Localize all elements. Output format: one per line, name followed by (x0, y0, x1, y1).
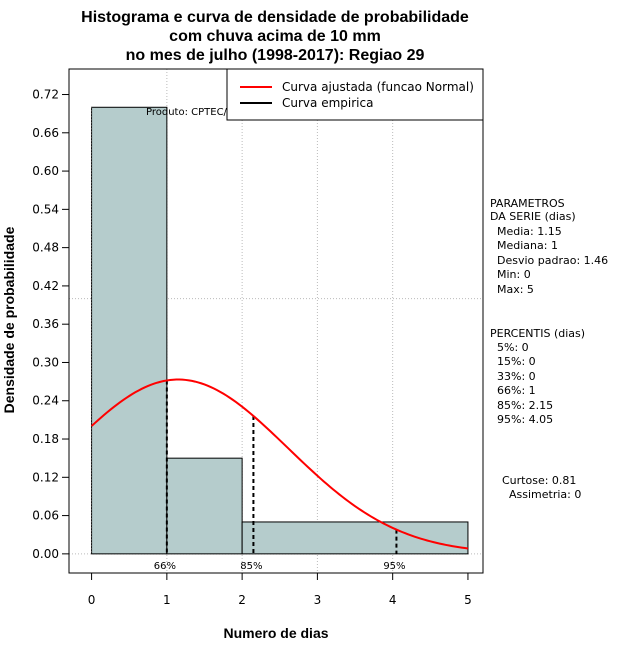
x-axis: 0 1 2 3 4 5 (88, 573, 472, 607)
legend: Curva ajustada (funcao Normal) Curva emp… (226, 68, 484, 121)
shape-stats: Curtose: 0.81 Assimetria: 0 (502, 474, 581, 501)
x-tick-label: 4 (389, 593, 397, 607)
y-axis: 0.00 0.06 0.12 0.18 0.24 0.30 0.36 0.42 0.48 0.54… (32, 88, 69, 561)
x-tick-label: 5 (464, 593, 472, 607)
y-tick-label: 0.18 (32, 432, 59, 446)
y-tick-label: 0.72 (32, 88, 59, 102)
param-line: Media: 1.15 (490, 225, 562, 238)
y-tick-label: 0.54 (32, 202, 59, 216)
y-tick-label: 0.00 (32, 547, 59, 561)
y-tick-label: 0.36 (32, 317, 59, 331)
y-tick-label: 0.42 (32, 279, 59, 293)
chart-title-line-1: Histograma e curva de densidade de proba… (81, 9, 469, 26)
y-tick-label: 0.60 (32, 164, 59, 178)
percentile-marker-label: 95% (383, 561, 405, 572)
percentiles: PERCENTIS (dias) 5%: 0 15%: 0 33%: 0 66%… (490, 327, 585, 426)
percentile-line: 66%: 1 (490, 384, 536, 397)
curve-layer (90, 378, 469, 550)
normal-curve (90, 378, 469, 550)
percentile-line: 5%: 0 (490, 341, 529, 354)
param-line: PARAMETROS (490, 197, 565, 210)
histogram-bar (166, 457, 243, 555)
legend-box (226, 68, 484, 121)
percentile-line: 33%: 0 (490, 370, 536, 383)
param-line: DA SERIE (dias) (490, 210, 576, 223)
x-tick-label: 0 (88, 593, 96, 607)
param-line: Mediana: 1 (490, 239, 558, 252)
percentile-line: PERCENTIS (dias) (490, 327, 585, 340)
y-axis-label: Densidade de probabilidade (1, 226, 17, 413)
y-tick-label: 0.06 (32, 509, 59, 523)
x-tick-label: 3 (314, 593, 322, 607)
y-tick-label: 0.24 (32, 394, 59, 408)
percentile-line: 85%: 2.15 (490, 399, 553, 412)
x-tick-label: 2 (238, 593, 246, 607)
y-tick-label: 0.12 (32, 470, 59, 484)
param-line: Min: 0 (490, 268, 531, 281)
x-tick-label: 1 (163, 593, 171, 607)
param-line: Max: 5 (490, 283, 534, 296)
param-line: Desvio padrao: 1.46 (490, 254, 608, 267)
x-axis-label: Numero de dias (223, 625, 328, 641)
histogram-bar (241, 521, 469, 555)
product-label: Produto: CPTEC/INPE (146, 107, 250, 118)
y-tick-label: 0.30 (32, 355, 59, 369)
percentile-marker-label: 85% (240, 561, 262, 572)
series-parameters: PARAMETROS DA SERIE (dias) Media: 1.15 M… (490, 197, 608, 296)
percentile-line: 95%: 4.05 (490, 413, 553, 426)
y-tick-label: 0.66 (32, 126, 59, 140)
chart-title-line-2: com chuva acima de 10 mm (169, 28, 381, 45)
skewness-text: Assimetria: 0 (502, 488, 581, 501)
legend-label-normal: Curva ajustada (funcao Normal) (282, 80, 474, 94)
bars-layer (91, 106, 469, 555)
legend-label-empirical: Curva empirica (282, 96, 373, 110)
percentile-line: 15%: 0 (490, 355, 536, 368)
percentile-marker-label: 66% (154, 561, 176, 572)
chart-title-line-3: no mes de julho (1998-2017): Regiao 29 (126, 47, 425, 64)
percentile-markers-layer: 66% 85% 95% (154, 380, 406, 572)
histogram-bar (91, 106, 168, 555)
kurtosis-text: Curtose: 0.81 (502, 474, 576, 487)
y-tick-label: 0.48 (32, 241, 59, 255)
